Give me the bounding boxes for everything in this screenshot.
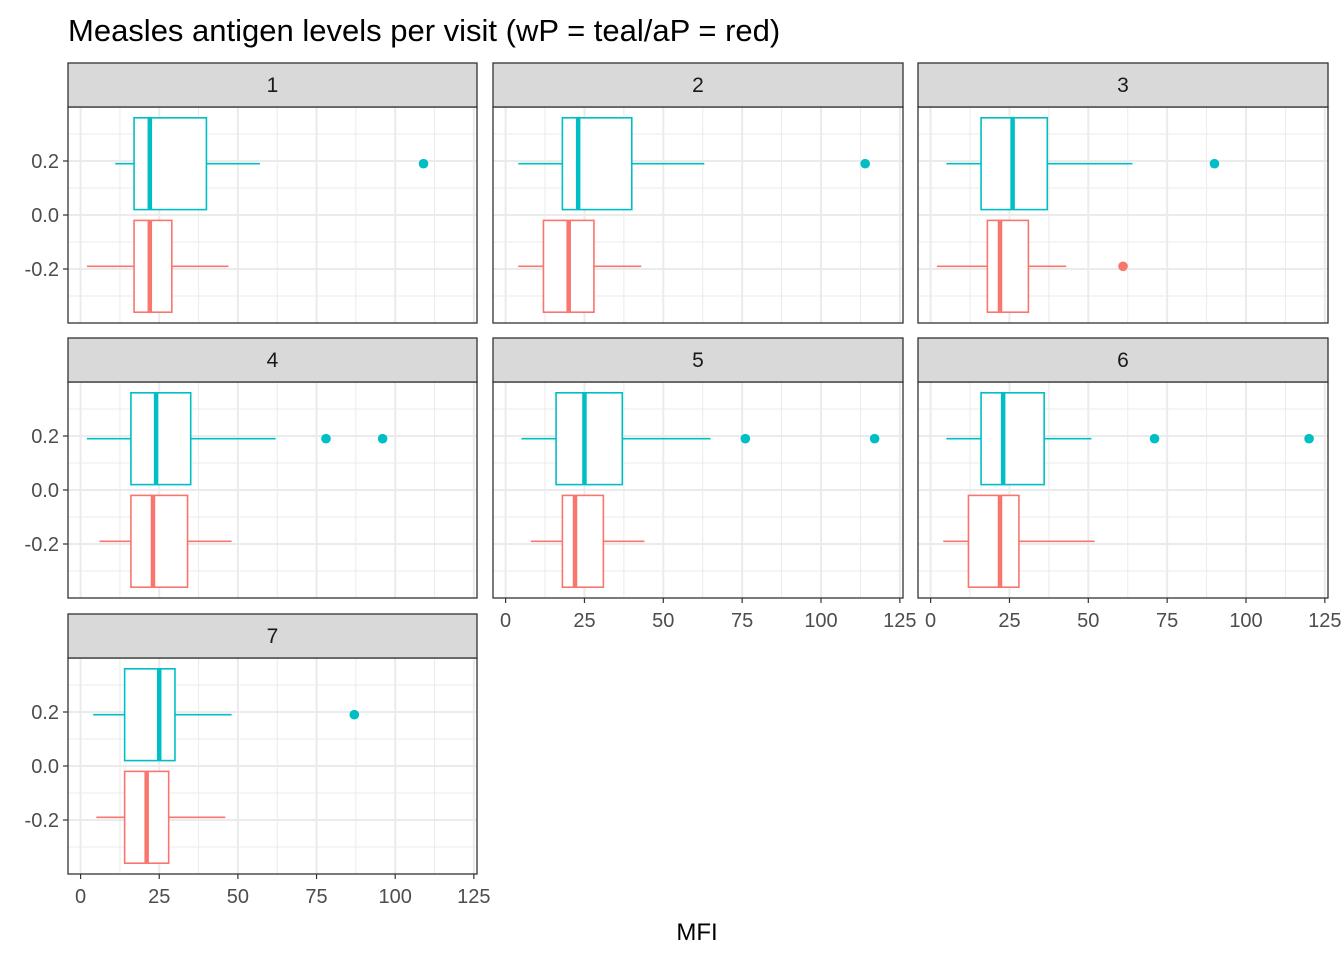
box-aP — [967, 494, 1020, 588]
box-wP — [133, 117, 208, 211]
facet-strip — [67, 337, 478, 383]
facet-strip-label: 2 — [692, 74, 704, 97]
x-tick-label: 125 — [457, 886, 490, 908]
y-tick-label: 0.2 — [31, 426, 59, 448]
facet-strip-label: 3 — [1117, 74, 1129, 97]
x-tick-label: 25 — [998, 610, 1020, 632]
y-tick-label: 0.2 — [31, 151, 59, 173]
box-aP — [133, 219, 173, 313]
facet-panel-1: 1 0.2 0.0 -0.2 — [25, 62, 478, 324]
x-tick-label: 0 — [75, 886, 86, 908]
x-tick-label: 25 — [573, 610, 595, 632]
facet-panel-5: 50 25 50 75 100 125 — [492, 337, 917, 632]
box-aP — [986, 219, 1030, 313]
x-tick-label: 0 — [500, 610, 511, 632]
outlier-point-wP — [377, 433, 388, 444]
y-tick-label: 0.0 — [31, 756, 59, 778]
x-tick-label: 50 — [1077, 610, 1099, 632]
x-tick-label: 50 — [652, 610, 674, 632]
outlier-point-wP — [1149, 433, 1160, 444]
facet-strip — [67, 613, 478, 659]
x-tick-label: 125 — [883, 610, 916, 632]
outlier-point-wP — [1304, 433, 1314, 444]
facet-strip-label: 4 — [267, 349, 279, 372]
box-wP — [561, 117, 633, 211]
y-tick-label: -0.2 — [25, 534, 59, 556]
outlier-point-wP — [1209, 158, 1220, 169]
x-tick-label: 0 — [925, 610, 936, 632]
facet-strip-label: 6 — [1117, 349, 1129, 372]
x-tick-label: 75 — [305, 886, 327, 908]
facet-strip-label: 7 — [267, 625, 279, 648]
y-tick-label: -0.2 — [25, 259, 59, 281]
box-wP — [980, 391, 1045, 486]
x-tick-label: 75 — [1156, 610, 1178, 632]
facet-panel-7: 7 0.2 0.0 -0.2 0 25 50 75 100 125 — [25, 613, 491, 908]
x-tick-label: 100 — [379, 886, 412, 908]
chart-title: Measles antigen levels per visit (wP = t… — [68, 13, 780, 48]
facet-strip — [492, 62, 904, 108]
facet-panel-3: 3 — [917, 62, 1329, 324]
box-aP — [130, 494, 189, 588]
x-tick-label: 50 — [227, 886, 249, 908]
outlier-point-wP — [349, 709, 360, 720]
outlier-point-wP — [869, 433, 880, 444]
box-wP — [130, 391, 192, 486]
outlier-point-wP — [321, 433, 331, 444]
facet-strip — [917, 337, 1329, 383]
y-tick-label: 0.2 — [31, 702, 59, 724]
outlier-point-wP — [418, 158, 429, 169]
facet-strip — [492, 337, 904, 383]
outlier-point-wP — [860, 158, 870, 169]
x-tick-label: 75 — [731, 610, 753, 632]
y-tick-label: 0.0 — [31, 205, 59, 227]
x-tick-label: 100 — [1229, 610, 1262, 632]
y-tick-label: -0.2 — [25, 810, 59, 832]
facet-panels: 10.20.0-0.22 340.20.0-0.250 25 50 75 100 12560… — [25, 62, 1342, 908]
facet-panel-2: 2 — [492, 62, 904, 324]
box-wP — [123, 667, 176, 762]
outlier-point-aP — [1118, 261, 1128, 272]
facet-strip-label: 1 — [267, 74, 279, 97]
y-tick-label: 0.0 — [31, 480, 59, 502]
outlier-point-wP — [740, 433, 751, 444]
facet-panel-4: 4 0.2 0.0 -0.2 — [25, 337, 478, 599]
box-wP — [555, 391, 624, 486]
box-aP — [561, 494, 605, 588]
x-tick-label: 25 — [148, 886, 170, 908]
x-tick-label: 100 — [804, 610, 837, 632]
facet-panel-6: 6 0 25 50 75 100 125 — [917, 337, 1342, 632]
facet-strip — [917, 62, 1329, 108]
x-tick-label: 125 — [1308, 610, 1341, 632]
facet-strip-label: 5 — [692, 349, 704, 372]
x-axis-title: MFI — [676, 919, 717, 946]
facet-strip — [67, 62, 478, 108]
